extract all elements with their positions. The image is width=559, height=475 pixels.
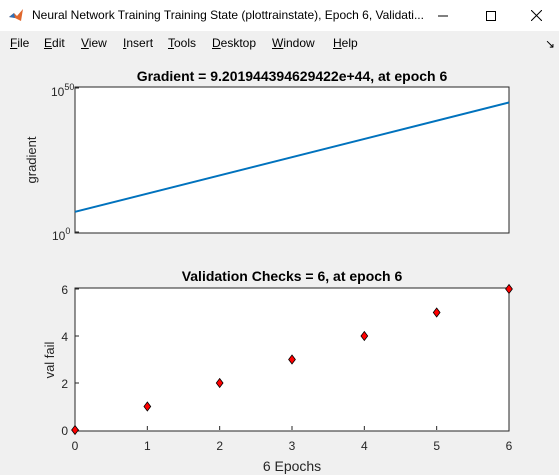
close-icon <box>530 10 542 21</box>
validation-point <box>432 307 441 318</box>
validation-xtick-label: 5 <box>433 439 440 453</box>
menu-help-rest: elp <box>341 36 358 50</box>
validation-axes: Validation Checks = 6, at epoch 6 val fa… <box>42 268 513 474</box>
menu-view-accel: V <box>81 36 89 50</box>
menu-desktop-accel: D <box>212 36 221 50</box>
validation-point <box>505 283 513 295</box>
validation-point <box>215 377 224 389</box>
menu-help-accel: H <box>333 36 342 50</box>
minimize-icon <box>438 15 448 16</box>
validation-title: Validation Checks = 6, at epoch 6 <box>182 268 403 284</box>
minimize-button[interactable] <box>420 0 466 31</box>
validation-ylabel: val fail <box>42 341 57 378</box>
validation-xtick-label: 6 <box>506 439 513 453</box>
validation-point <box>143 401 152 412</box>
gradient-plot-area <box>74 86 510 234</box>
menu-window-rest: indow <box>283 36 315 50</box>
gradient-series-line <box>74 101 510 213</box>
validation-ytick-label: 0 <box>61 424 68 438</box>
maximize-button[interactable] <box>468 0 514 31</box>
menu-insert[interactable]: Insert <box>123 36 153 50</box>
matlab-icon <box>9 9 23 21</box>
menu-edit-rest: dit <box>52 36 65 50</box>
menu-window-accel: W <box>272 36 284 50</box>
menu-view-rest: iew <box>88 36 107 50</box>
validation-ytick-label: 4 <box>61 330 68 344</box>
gradient-ytick-top: 1050 <box>51 82 74 99</box>
window-title: Neural Network Training Training State (… <box>32 8 424 22</box>
gradient-ytick-top-exp: 50 <box>64 82 74 92</box>
menu-bar: File Edit View Insert Tools Desktop Wind… <box>0 31 559 55</box>
gradient-ytick-bottom-base: 10 <box>52 229 66 243</box>
validation-point <box>71 424 79 436</box>
validation-point <box>360 330 369 342</box>
gradient-title: Gradient = 9.201944394629422e+44, at epo… <box>137 68 448 84</box>
menu-edit-accel: E <box>44 36 53 50</box>
validation-ytick-label: 2 <box>61 377 68 391</box>
validation-ytick-label: 6 <box>61 283 68 297</box>
gradient-ylabel: gradient <box>24 136 39 183</box>
gradient-axes: Gradient = 9.201944394629422e+44, at epo… <box>24 68 510 243</box>
menu-file[interactable]: File <box>10 36 29 50</box>
validation-xtick-label: 4 <box>361 439 368 453</box>
validation-xtick-label: 3 <box>289 439 296 453</box>
gradient-ytick-bottom: 100 <box>52 226 70 243</box>
menu-desktop-rest: esktop <box>220 36 257 50</box>
menu-insert-accel: I <box>123 36 127 50</box>
menu-insert-rest: nsert <box>126 36 154 50</box>
menu-edit[interactable]: Edit <box>44 36 65 50</box>
maximize-icon <box>486 10 496 21</box>
gradient-ytick-top-base: 10 <box>51 85 65 99</box>
menu-file-accel: F <box>10 36 18 50</box>
validation-xlabel: 6 Epochs <box>263 458 321 474</box>
menu-view[interactable]: View <box>81 36 107 50</box>
menu-tools-accel: T <box>168 36 174 50</box>
validation-xtick-label: 0 <box>72 439 79 453</box>
window-title-bar: Neural Network Training Training State (… <box>0 0 559 32</box>
menu-tools[interactable]: Tools <box>168 36 196 50</box>
figure-canvas: Gradient = 9.201944394629422e+44, at epo… <box>0 55 559 475</box>
close-button[interactable] <box>513 0 559 31</box>
menu-window[interactable]: Window <box>272 36 315 50</box>
menu-desktop[interactable]: Desktop <box>212 36 256 50</box>
validation-xtick-label: 2 <box>216 439 223 453</box>
validation-point <box>288 354 296 365</box>
gradient-ytick-bottom-exp: 0 <box>65 226 70 236</box>
menu-file-rest: ile <box>17 36 30 50</box>
dock-figure-icon[interactable]: ↘ <box>544 37 555 51</box>
menu-tools-rest: ools <box>174 36 197 50</box>
validation-xtick-label: 1 <box>144 439 151 453</box>
menu-help[interactable]: Help <box>333 36 358 50</box>
